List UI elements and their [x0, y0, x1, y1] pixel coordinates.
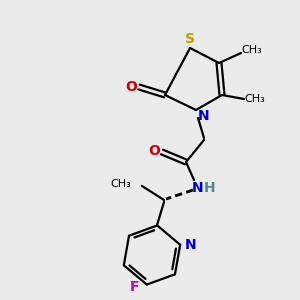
Text: N: N — [184, 238, 196, 252]
Text: O: O — [148, 144, 160, 158]
Text: CH₃: CH₃ — [244, 94, 266, 104]
Text: N: N — [198, 109, 210, 123]
Text: O: O — [125, 80, 137, 94]
Text: N: N — [192, 181, 204, 195]
Text: CH₃: CH₃ — [110, 179, 131, 189]
Text: F: F — [130, 280, 140, 293]
Text: S: S — [185, 32, 195, 46]
Text: CH₃: CH₃ — [242, 45, 262, 55]
Text: H: H — [204, 181, 216, 195]
